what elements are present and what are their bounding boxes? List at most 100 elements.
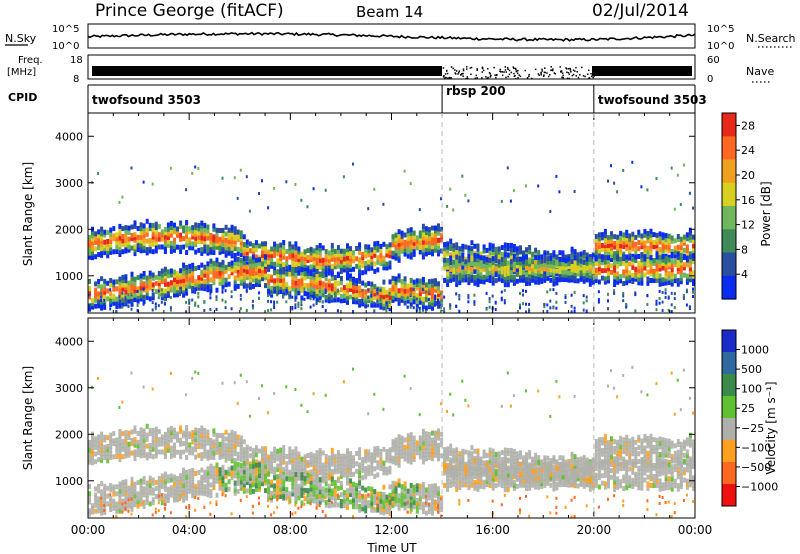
power-cell	[610, 245, 613, 251]
nsearch-tick-bottom: 10^0	[707, 41, 734, 52]
colorbar-tick-label: 16	[741, 194, 755, 207]
velocity-cell	[358, 447, 362, 453]
velocity-cell	[346, 488, 349, 494]
power-cell	[634, 254, 638, 260]
power-cell	[248, 281, 252, 287]
power-cell	[625, 267, 629, 273]
power-cell	[619, 278, 623, 284]
velocity-cell	[349, 488, 352, 494]
velocity-cell	[239, 441, 243, 447]
velocity-cell	[431, 510, 434, 516]
velocity-cell	[336, 464, 340, 470]
velocity-cell	[312, 460, 316, 466]
power-cell	[239, 233, 243, 239]
velocity-cell	[118, 450, 122, 456]
nave-tick-bottom: 0	[707, 74, 713, 85]
power-cell	[552, 252, 556, 258]
power-cell	[522, 259, 525, 265]
velocity-cell	[133, 437, 137, 443]
nave-dot	[448, 77, 450, 79]
power-cell	[203, 231, 207, 237]
power-cell	[397, 233, 401, 239]
power-cell	[160, 288, 163, 292]
velocity-cell	[169, 433, 173, 439]
power-cell	[358, 260, 362, 266]
velocity-cell	[361, 457, 365, 462]
velocity-cell	[412, 439, 416, 445]
velocity-cell	[282, 456, 286, 462]
velocity-cell	[118, 436, 122, 442]
power-cell	[431, 251, 434, 257]
power-cell	[333, 248, 337, 254]
power-cell	[194, 290, 197, 294]
power-cell	[543, 253, 547, 259]
velocity-cell	[182, 430, 186, 436]
power-cell	[424, 233, 428, 239]
velocity-cell	[400, 502, 404, 508]
power-cell	[182, 277, 186, 283]
velocity-cell	[145, 495, 149, 501]
power-cell	[555, 254, 559, 260]
power-cell	[494, 308, 497, 311]
velocity-cell	[461, 379, 464, 383]
power-cell	[370, 250, 374, 256]
velocity-cell	[303, 472, 307, 478]
power-cell	[321, 267, 325, 273]
power-cell	[303, 252, 307, 258]
power-cell	[649, 268, 653, 274]
power-cell	[628, 270, 632, 276]
velocity-cell	[206, 466, 210, 472]
power-cell	[655, 266, 659, 272]
power-cell	[88, 235, 91, 240]
power-cell	[585, 265, 589, 271]
power-cell	[236, 229, 240, 235]
power-cell	[688, 230, 692, 236]
power-cell	[485, 247, 489, 253]
power-cell	[267, 294, 270, 297]
velocity-cell	[160, 493, 163, 497]
velocity-cell	[273, 486, 277, 492]
velocity-cell	[358, 462, 362, 468]
power-cell	[613, 278, 617, 284]
velocity-cell	[154, 426, 158, 432]
power-cell	[509, 250, 513, 256]
velocity-cell	[379, 509, 383, 515]
power-cell	[297, 301, 300, 305]
velocity-cell	[254, 471, 258, 477]
nave-dot	[560, 70, 562, 73]
velocity-cell	[127, 452, 131, 458]
power-cell	[342, 267, 346, 273]
power-cell	[597, 270, 601, 276]
power-cell	[634, 241, 638, 247]
velocity-cell	[118, 433, 122, 439]
power-cell	[525, 254, 528, 260]
velocity-cell	[339, 460, 343, 466]
power-cell	[415, 299, 419, 305]
velocity-cell	[373, 506, 376, 510]
power-cell	[124, 233, 128, 239]
power-cell	[597, 258, 601, 264]
power-cell	[97, 171, 100, 175]
power-cell	[555, 280, 559, 286]
velocity-cell	[403, 500, 407, 506]
velocity-cell	[440, 497, 443, 501]
power-cell	[585, 277, 589, 283]
power-cell	[349, 276, 352, 282]
power-cell	[643, 261, 647, 267]
velocity-cell	[397, 497, 401, 503]
power-cell	[364, 303, 368, 309]
velocity-cell	[288, 459, 292, 465]
velocity-cell	[276, 463, 280, 469]
power-cell	[248, 270, 252, 276]
power-cell	[655, 308, 658, 312]
velocity-cell	[349, 451, 352, 457]
velocity-cell	[309, 502, 312, 506]
velocity-cell	[424, 487, 428, 493]
power-cell	[537, 266, 541, 271]
velocity-cell	[227, 471, 231, 477]
power-cell	[570, 253, 574, 259]
velocity-cell	[239, 482, 243, 488]
velocity-cell	[367, 467, 371, 473]
velocity-cell	[188, 442, 192, 448]
velocity-cell	[182, 479, 186, 485]
